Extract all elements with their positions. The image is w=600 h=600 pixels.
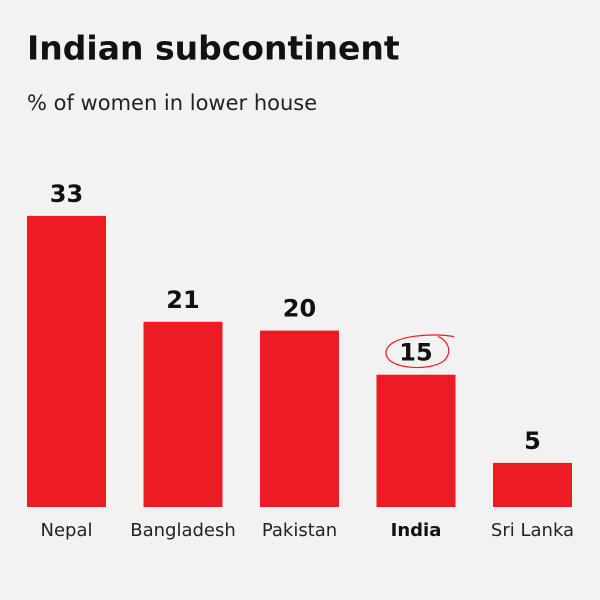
value-label: 5 <box>524 427 541 455</box>
x-tick-label: India <box>391 520 442 541</box>
bar <box>493 462 572 507</box>
value-label: 33 <box>50 180 83 208</box>
x-tick-label: Bangladesh <box>130 520 236 541</box>
bar <box>260 330 339 507</box>
x-tick-label: Sri Lanka <box>491 520 574 541</box>
bar <box>376 374 456 507</box>
x-tick-label: Nepal <box>41 520 93 541</box>
value-label: 21 <box>166 286 199 314</box>
chart-title: Indian subcontinent <box>27 29 400 68</box>
bar <box>143 321 223 507</box>
value-label: 20 <box>283 295 316 323</box>
x-tick-label: Pakistan <box>262 520 337 541</box>
chart-subtitle: % of women in lower house <box>27 91 317 115</box>
highlight-circle <box>385 334 455 369</box>
value-label: 15 <box>399 339 432 367</box>
bar <box>27 215 106 507</box>
